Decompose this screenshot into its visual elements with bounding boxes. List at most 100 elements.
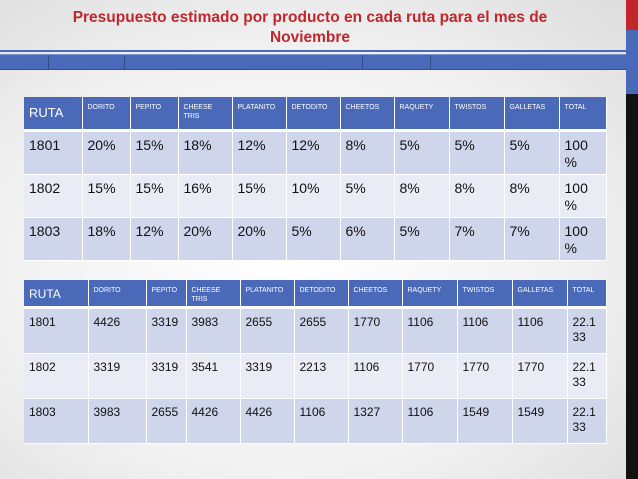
table-cell: 3319 xyxy=(88,353,147,399)
table-cell: 22.133 xyxy=(567,307,607,354)
table-cell: 1106 xyxy=(348,353,403,399)
table-cell: 10% xyxy=(286,174,341,218)
table-cell: 3319 xyxy=(146,353,187,399)
right-edge-red-block xyxy=(626,0,638,30)
header-cell: RUTA xyxy=(24,280,89,309)
table-cell: 3319 xyxy=(146,307,187,354)
table-row: 1802 3319 3319 3541 3319 2213 1106 1770 … xyxy=(24,353,607,399)
table-cell: 4426 xyxy=(240,398,295,444)
table-cell: 8% xyxy=(449,174,505,218)
table-cell: 2655 xyxy=(294,307,349,354)
table-cell: 12% xyxy=(232,130,287,175)
header-cell: GALLETAS xyxy=(512,280,568,309)
header-cell: DORITO xyxy=(88,280,147,309)
table-cell: 22.133 xyxy=(567,353,607,399)
table-row: 1802 15% 15% 16% 15% 10% 5% 8% 8% 8% 100… xyxy=(24,174,607,218)
header-cell: CHEETOS xyxy=(340,97,395,132)
table-cell: 5% xyxy=(449,130,505,175)
table-cell: 15% xyxy=(232,174,287,218)
table-cell: 18% xyxy=(178,130,233,175)
header-bar xyxy=(0,54,626,70)
table-cell: 4426 xyxy=(88,307,147,354)
header-cell: TOTAL xyxy=(567,280,607,309)
table-cell: 1106 xyxy=(402,307,458,354)
table-cell: 1770 xyxy=(348,307,403,354)
table-cell: 3541 xyxy=(186,353,241,399)
table-cell: 6% xyxy=(340,217,395,261)
header-cell: RUTA xyxy=(24,97,83,132)
table-cell: 5% xyxy=(504,130,560,175)
header-cell: DETODITO xyxy=(294,280,349,309)
amount-table: RUTA DORITO PEPITO CHEESE TRIS PLATANITO… xyxy=(24,280,607,444)
table-cell: 8% xyxy=(394,174,450,218)
table-cell: 2655 xyxy=(146,398,187,444)
table-cell: 7% xyxy=(449,217,505,261)
table-cell: 20% xyxy=(232,217,287,261)
table-cell: 12% xyxy=(286,130,341,175)
right-edge-strip xyxy=(626,0,638,479)
table-cell: 1770 xyxy=(402,353,458,399)
table-cell: 1549 xyxy=(457,398,513,444)
slide-title-line-1: Presupuesto estimado por producto en cad… xyxy=(72,9,548,26)
table-row: 1801 20% 15% 18% 12% 12% 8% 5% 5% 5% 100… xyxy=(24,130,607,175)
table-cell: 12% xyxy=(130,217,179,261)
header-rule xyxy=(0,50,626,52)
table-cell: 1549 xyxy=(512,398,568,444)
slide-title: Presupuesto estimado por producto en cad… xyxy=(30,8,590,48)
header-cell: PLATANITO xyxy=(232,97,287,132)
table-cell: 5% xyxy=(286,217,341,261)
table-cell: 1327 xyxy=(348,398,403,444)
header-cell: RAQUETY xyxy=(394,97,450,132)
table-cell: 100 % xyxy=(559,174,607,218)
header-cell: CHEETOS xyxy=(348,280,403,309)
header-cell: PEPITO xyxy=(130,97,179,132)
table-cell: 100 % xyxy=(559,217,607,261)
table-cell: 8% xyxy=(504,174,560,218)
table-cell: 3319 xyxy=(240,353,295,399)
table-row: 1801 4426 3319 3983 2655 2655 1770 1106 … xyxy=(24,307,607,354)
table-cell: 18% xyxy=(82,217,131,261)
table-cell: 2213 xyxy=(294,353,349,399)
table-cell: 20% xyxy=(82,130,131,175)
table-cell: 1106 xyxy=(457,307,513,354)
header-cell: GALLETAS xyxy=(504,97,560,132)
table-cell: 1106 xyxy=(512,307,568,354)
table-cell: 4426 xyxy=(186,398,241,444)
table-cell: 1802 xyxy=(24,353,89,399)
slide-title-line-2: Noviembre xyxy=(269,29,351,46)
table-cell: 1801 xyxy=(24,307,89,354)
table-cell: 1106 xyxy=(402,398,458,444)
header-cell: TWISTOS xyxy=(449,97,505,132)
table-cell: 1770 xyxy=(457,353,513,399)
table-cell: 100 % xyxy=(559,130,607,175)
header-cell: TOTAL xyxy=(559,97,607,132)
table-row: 1803 18% 12% 20% 20% 5% 6% 5% 7% 7% 100 … xyxy=(24,217,607,261)
header-cell: PLATANITO xyxy=(240,280,295,309)
table-cell: 15% xyxy=(130,174,179,218)
header-cell: PEPITO xyxy=(146,280,187,309)
table-cell: 1803 xyxy=(24,398,89,444)
percentage-table: RUTA DORITO PEPITO CHEESE TRIS PLATANITO… xyxy=(24,97,607,261)
table-cell: 3983 xyxy=(88,398,147,444)
table-cell: 22.133 xyxy=(567,398,607,444)
table-cell: 2655 xyxy=(240,307,295,354)
table-cell: 3983 xyxy=(186,307,241,354)
amount-table-header: RUTA DORITO PEPITO CHEESE TRIS PLATANITO… xyxy=(24,280,607,309)
table-cell: 1106 xyxy=(294,398,349,444)
table-cell: 20% xyxy=(178,217,233,261)
table-cell: 1770 xyxy=(512,353,568,399)
table-cell: 5% xyxy=(394,217,450,261)
header-cell: CHEESE TRIS xyxy=(178,97,233,132)
header-cell: DETODITO xyxy=(286,97,341,132)
header-cell: DORITO xyxy=(82,97,131,132)
table-cell: 15% xyxy=(130,130,179,175)
table-row: 1803 3983 2655 4426 4426 1106 1327 1106 … xyxy=(24,398,607,444)
header-cell: CHEESE TRIS xyxy=(186,280,241,309)
table-cell: 15% xyxy=(82,174,131,218)
header-cell: RAQUETY xyxy=(402,280,458,309)
table-cell: 1801 xyxy=(24,130,83,175)
table-cell: 5% xyxy=(340,174,395,218)
table-cell: 1803 xyxy=(24,217,83,261)
table-cell: 16% xyxy=(178,174,233,218)
table-cell: 5% xyxy=(394,130,450,175)
